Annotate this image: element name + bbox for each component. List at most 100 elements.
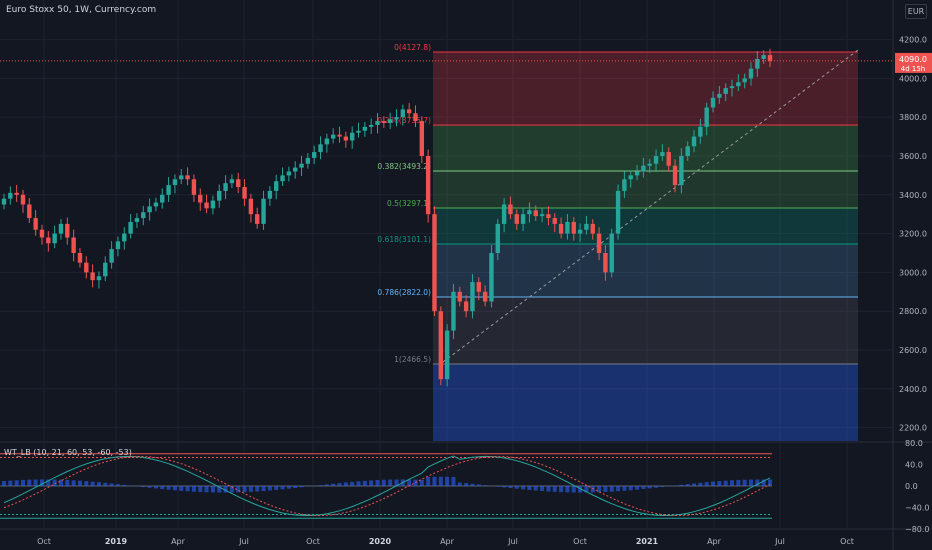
price-tick-label: 2400.0 <box>899 385 927 394</box>
time-tick-label: Oct <box>37 537 51 546</box>
fib-zone <box>433 297 858 364</box>
candle <box>470 282 475 312</box>
oscillator-label[interactable]: WT_LB (10, 21, 60, 53, -60, -53) <box>4 448 132 457</box>
price-tick-label: 2600.0 <box>899 346 927 355</box>
candle <box>58 223 64 234</box>
price-tick-label: 3400.0 <box>899 191 927 200</box>
price-tick-label: 3200.0 <box>899 230 927 239</box>
axes: 4200.0 4000.0 3800.0 3600.0 3400.0 3200.0 3000… <box>37 36 932 546</box>
candle <box>571 221 576 234</box>
fib-zone <box>433 52 858 125</box>
price-tick-label: 4000.0 <box>899 74 927 83</box>
time-tick-label: 2020 <box>369 537 392 546</box>
candle <box>172 179 178 186</box>
candle <box>368 124 374 127</box>
candle <box>438 311 444 380</box>
candle <box>748 68 754 79</box>
candle <box>482 291 488 302</box>
wt1-line <box>3 455 771 517</box>
candle <box>375 121 380 125</box>
time-tick-label: Apr <box>171 537 186 546</box>
fibonacci-retracement[interactable]: 0(4127.8) 0.236(3735.7) 0.382(3493.2) 0.5(3… <box>377 43 859 441</box>
time-tick-label: 2021 <box>636 537 659 546</box>
candle <box>46 237 51 244</box>
fib-zone <box>433 125 858 171</box>
candle <box>33 218 38 230</box>
candle <box>217 190 222 201</box>
candle <box>710 97 716 108</box>
candle <box>274 181 279 191</box>
candle <box>96 276 102 281</box>
oscillator-pane <box>0 453 772 519</box>
candle <box>406 109 412 114</box>
candle <box>134 218 140 222</box>
candle <box>596 233 602 253</box>
candle <box>495 223 500 253</box>
candle <box>77 252 83 263</box>
candle <box>615 190 621 234</box>
candle <box>1 198 7 205</box>
price-tick-label: 4200.0 <box>899 36 927 45</box>
candle <box>558 223 564 234</box>
candle <box>476 282 481 292</box>
candle <box>248 198 254 215</box>
candle <box>299 163 304 168</box>
osc-tick-label: 40.0 <box>905 461 923 470</box>
candle <box>122 233 127 242</box>
candle <box>65 223 70 238</box>
price-tick-label: 3000.0 <box>899 268 927 277</box>
time-tick-label: Jul <box>774 537 785 546</box>
time-tick-label: Apr <box>440 537 455 546</box>
candle <box>223 183 228 191</box>
price-tick-label: 3600.0 <box>899 152 927 161</box>
candle <box>463 301 469 312</box>
candle <box>755 58 760 69</box>
candle <box>261 198 266 224</box>
candle <box>362 126 368 131</box>
candle <box>166 185 171 195</box>
candle <box>109 249 114 263</box>
candle <box>489 252 494 302</box>
candle <box>356 130 361 133</box>
candle <box>337 134 342 137</box>
currency-badge[interactable]: EUR <box>905 4 927 19</box>
candle <box>305 157 311 164</box>
time-tick-label: 2019 <box>105 537 128 546</box>
chart-title[interactable]: Euro Stoxx 50, 1W, Currency.com <box>6 5 157 15</box>
osc-tick-label: −80.0 <box>905 525 930 534</box>
current-price-badge[interactable] <box>895 52 932 73</box>
candle <box>634 171 640 176</box>
candle <box>729 86 735 89</box>
candle <box>27 204 32 219</box>
candle <box>660 152 665 156</box>
candle <box>14 192 19 195</box>
candle <box>609 233 614 273</box>
candle <box>444 330 450 380</box>
candle <box>742 78 747 83</box>
candle <box>394 117 399 120</box>
candle <box>210 200 216 209</box>
candle <box>286 171 292 176</box>
candle <box>115 241 121 250</box>
fib-trend-line[interactable] <box>442 49 859 363</box>
candle <box>90 272 95 281</box>
candle <box>546 214 551 219</box>
candle <box>128 221 133 234</box>
fib-level-label: 0(4127.8) <box>394 43 431 52</box>
candle <box>767 55 773 61</box>
candle <box>501 204 507 224</box>
candle <box>736 82 741 87</box>
fib-level-label: 0.382(3493.2) <box>377 162 431 171</box>
candle <box>565 221 570 234</box>
candle <box>387 119 393 124</box>
fib-level-label: 1(2466.5) <box>394 355 431 364</box>
candle <box>141 212 146 219</box>
candle <box>432 214 437 312</box>
candle <box>191 179 197 195</box>
candle <box>628 175 633 180</box>
candle <box>84 262 89 273</box>
candle <box>52 233 57 244</box>
